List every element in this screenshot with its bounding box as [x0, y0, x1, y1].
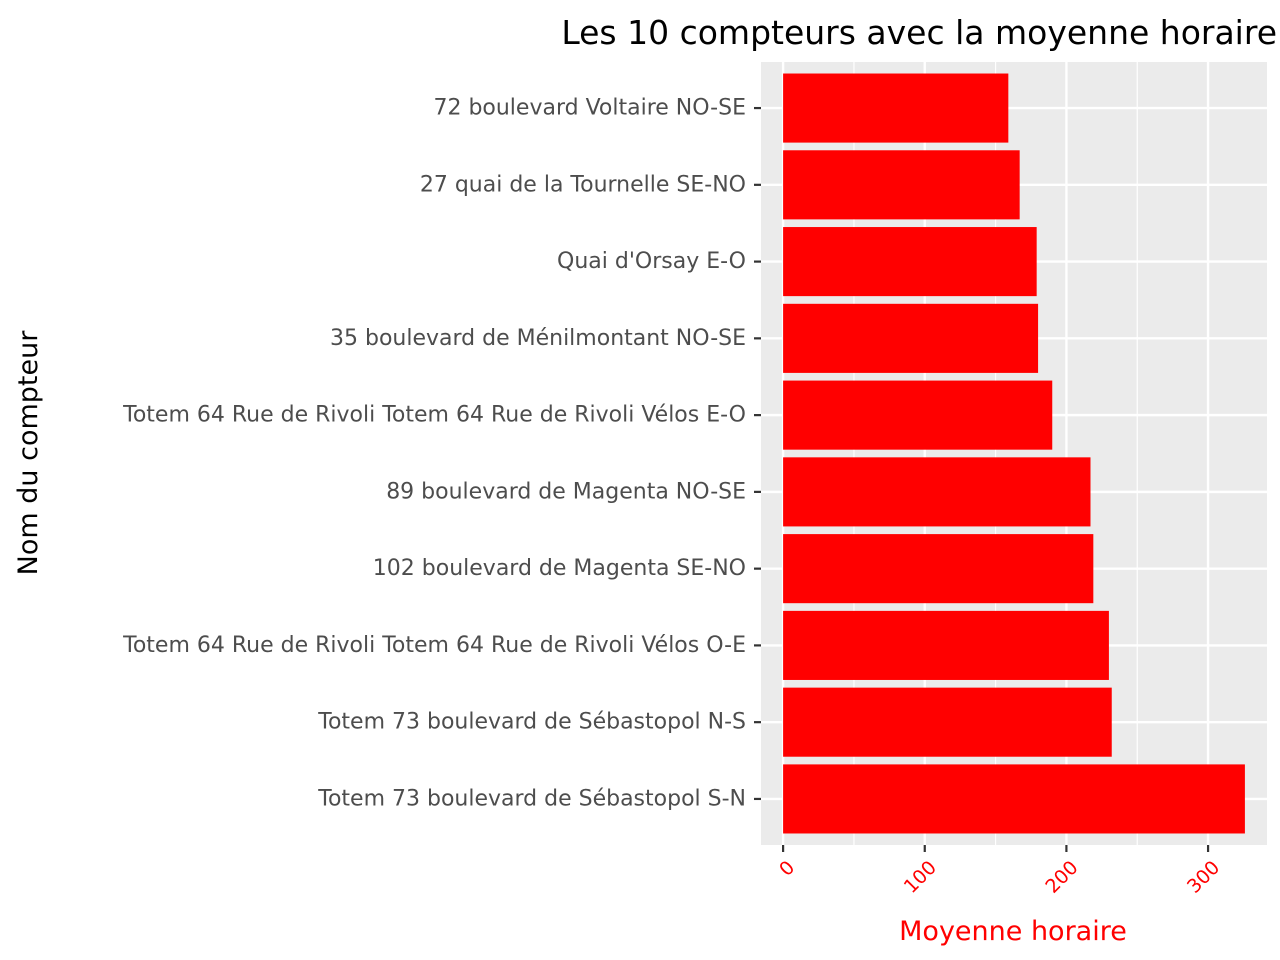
y-tick-label: Totem 64 Rue de Rivoli Totem 64 Rue de R…: [122, 403, 746, 428]
bar: [783, 227, 1037, 297]
bars: [783, 73, 1245, 834]
bar: [783, 303, 1039, 373]
y-tick-label: 89 boulevard de Magenta NO-SE: [386, 479, 746, 504]
y-tick-label: Totem 73 boulevard de Sébastopol S-N: [317, 786, 746, 811]
y-tick-label: 72 boulevard Voltaire NO-SE: [433, 96, 746, 121]
bar: [783, 380, 1053, 450]
bar: [783, 457, 1091, 527]
chart-title: Les 10 compteurs avec la moyenne horaire: [561, 13, 1277, 52]
bar: [783, 534, 1094, 604]
y-tick-label: 35 boulevard de Ménilmontant NO-SE: [330, 326, 746, 351]
y-axis-ticks: [754, 106, 761, 801]
y-tick-label: Quai d'Orsay E-O: [557, 249, 746, 274]
x-axis-ticks: [781, 845, 1210, 852]
bar: [783, 764, 1245, 834]
y-tick-label: Totem 64 Rue de Rivoli Totem 64 Rue de R…: [122, 633, 746, 658]
x-axis-title: Moyenne horaire: [899, 916, 1127, 947]
y-tick-label: 102 boulevard de Magenta SE-NO: [373, 556, 746, 581]
bar: [783, 687, 1112, 757]
bar: [783, 610, 1109, 680]
y-axis-title: Nom du compteur: [13, 330, 44, 576]
bar: [783, 73, 1009, 143]
y-tick-label: Totem 73 boulevard de Sébastopol N-S: [317, 710, 746, 735]
y-tick-label: 27 quai de la Tournelle SE-NO: [420, 172, 746, 197]
y-axis-labels: Totem 73 boulevard de Sébastopol S-N Tote…: [122, 96, 746, 812]
bar: [783, 150, 1020, 220]
